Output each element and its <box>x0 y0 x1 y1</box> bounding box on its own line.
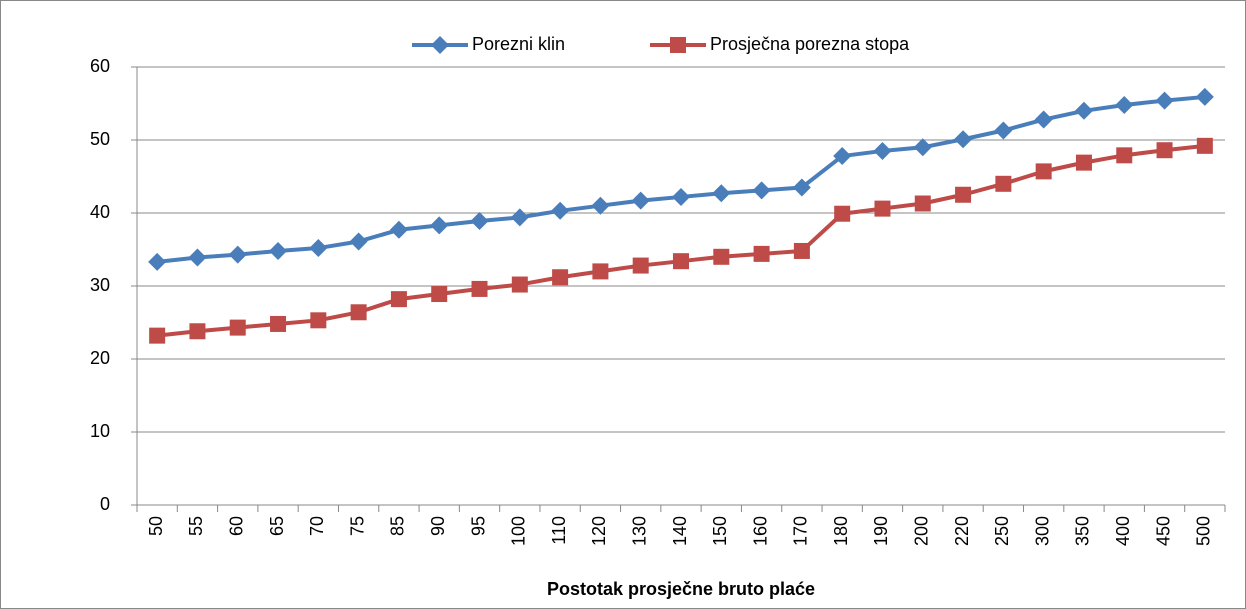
data-point <box>673 253 689 270</box>
x-tick-label: 450 <box>1153 516 1173 546</box>
legend-label: Prosječna porezna stopa <box>710 34 910 54</box>
data-point <box>349 232 368 251</box>
data-point <box>149 327 166 344</box>
x-tick-label: 60 <box>226 516 246 536</box>
data-point <box>470 212 489 231</box>
data-point <box>390 291 407 308</box>
data-point <box>1196 137 1213 154</box>
data-point <box>712 184 731 203</box>
data-point <box>793 242 810 259</box>
x-tick-label: 500 <box>1194 516 1214 546</box>
x-tick-label: 55 <box>186 516 206 536</box>
data-point <box>1115 95 1134 114</box>
x-tick-label: 95 <box>468 516 488 536</box>
x-tick-label: 200 <box>912 516 932 546</box>
data-point <box>1035 163 1052 180</box>
data-point <box>471 280 488 297</box>
data-point <box>389 220 408 239</box>
data-point <box>269 241 288 260</box>
data-point <box>874 200 891 217</box>
data-point <box>1195 87 1214 106</box>
x-tick-label: 120 <box>589 516 609 546</box>
x-tick-label: 90 <box>428 516 448 536</box>
data-point <box>188 248 207 267</box>
y-tick-label: 30 <box>90 275 110 295</box>
data-point <box>148 252 167 271</box>
x-tick-label: 250 <box>992 516 1012 546</box>
data-point <box>270 315 287 332</box>
y-tick-label: 40 <box>90 202 110 222</box>
data-point <box>1156 142 1173 159</box>
y-tick-label: 20 <box>90 348 110 368</box>
x-tick-label: 65 <box>267 516 287 536</box>
x-tick-label: 400 <box>1113 516 1133 546</box>
data-point <box>431 286 448 303</box>
data-point <box>511 276 528 293</box>
x-tick-label: 300 <box>1032 516 1052 546</box>
data-point <box>632 257 649 274</box>
data-point <box>631 191 650 210</box>
legend-marker <box>431 36 449 54</box>
data-point <box>995 175 1012 192</box>
data-point <box>752 181 771 200</box>
data-point <box>994 121 1013 140</box>
x-tick-label: 170 <box>791 516 811 546</box>
data-point <box>591 196 610 215</box>
data-point <box>552 269 569 286</box>
x-tick-label: 85 <box>388 516 408 536</box>
data-point <box>873 141 892 160</box>
data-point <box>430 216 449 235</box>
data-point <box>713 248 730 265</box>
x-tick-label: 75 <box>347 516 367 536</box>
y-tick-label: 10 <box>90 421 110 441</box>
y-tick-label: 0 <box>100 494 110 514</box>
data-point <box>672 187 690 206</box>
data-point <box>833 147 852 166</box>
data-point <box>350 304 367 321</box>
data-point <box>1155 91 1174 110</box>
data-point <box>309 239 328 258</box>
x-tick-label: 140 <box>670 516 690 546</box>
data-point <box>914 195 931 212</box>
x-tick-label: 50 <box>146 516 166 536</box>
x-tick-label: 350 <box>1073 516 1093 546</box>
data-point <box>592 263 609 280</box>
data-point <box>1116 147 1133 164</box>
data-point <box>551 201 570 220</box>
x-tick-label: 180 <box>831 516 851 546</box>
data-point <box>310 312 327 329</box>
data-point <box>1074 101 1093 120</box>
legend-marker <box>670 37 686 53</box>
y-tick-label: 60 <box>90 56 110 76</box>
x-tick-label: 160 <box>750 516 770 546</box>
data-point <box>955 186 972 203</box>
x-tick-label: 110 <box>549 516 569 545</box>
data-point <box>753 245 770 262</box>
x-axis-title: Postotak prosječne bruto plaće <box>547 579 815 599</box>
data-point <box>229 319 246 336</box>
x-tick-label: 190 <box>871 516 891 546</box>
data-point <box>913 138 932 157</box>
data-point <box>510 208 529 227</box>
x-tick-label: 130 <box>629 516 649 546</box>
legend-label: Porezni klin <box>472 34 565 54</box>
data-point <box>834 205 851 222</box>
y-tick-label: 50 <box>90 129 110 149</box>
x-tick-label: 100 <box>509 516 529 546</box>
data-point <box>228 245 247 264</box>
x-tick-label: 70 <box>307 516 327 536</box>
data-point <box>189 323 206 340</box>
data-point <box>792 178 811 197</box>
data-point <box>1075 154 1092 171</box>
data-point <box>954 130 973 149</box>
x-tick-label: 150 <box>710 516 730 546</box>
x-tick-label: 220 <box>952 516 972 546</box>
data-point <box>1034 110 1053 129</box>
